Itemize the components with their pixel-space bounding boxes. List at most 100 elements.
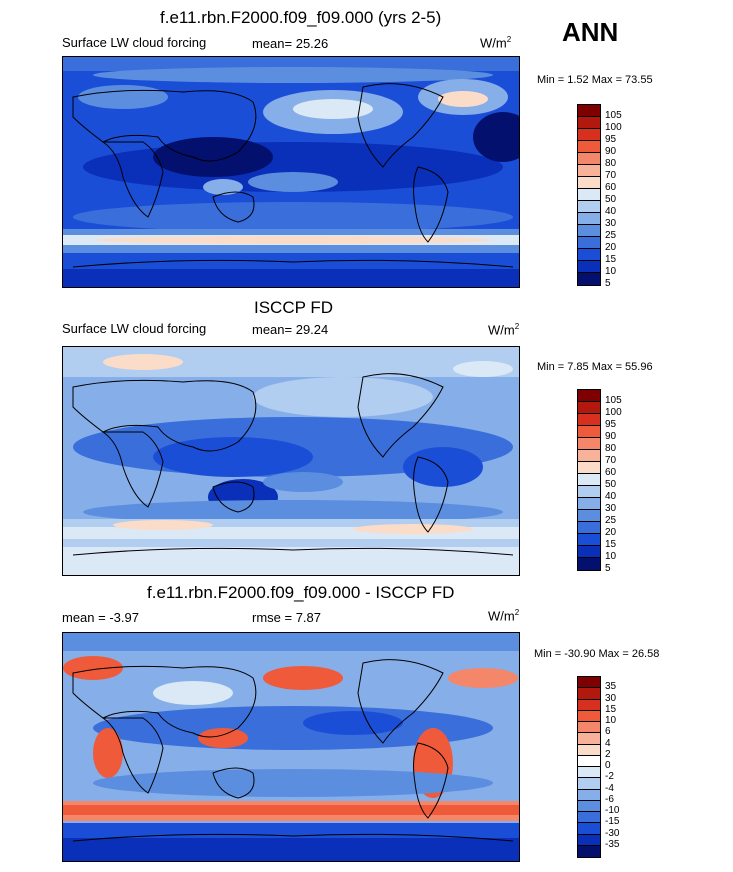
colorbar-label: 15 [605, 254, 617, 265]
colorbar-label: 90 [605, 431, 617, 442]
panel2-map [62, 346, 520, 576]
colorbar-box [578, 733, 600, 745]
colorbar-label: -10 [605, 805, 620, 816]
colorbar-box [578, 201, 600, 213]
colorbar-box [578, 534, 600, 546]
colorbar-label: 60 [605, 467, 617, 478]
panel1-map [62, 56, 520, 288]
panel3-min-max: Min = -30.90 Max = 26.58 [534, 648, 660, 660]
colorbar-label: 100 [605, 407, 622, 418]
colorbar-box [578, 778, 600, 790]
colorbar-box [578, 189, 600, 201]
colorbar-box [578, 462, 600, 474]
colorbar-box [578, 273, 600, 285]
colorbar-box [578, 414, 600, 426]
colorbar-box [578, 426, 600, 438]
colorbar-box [578, 117, 600, 129]
panel1-mean: mean= 25.26 [252, 36, 329, 51]
panel1-colorbar [577, 104, 601, 286]
colorbar-box [578, 225, 600, 237]
colorbar-label: 10 [605, 266, 617, 277]
colorbar-box [578, 261, 600, 273]
colorbar-label: 10 [605, 551, 617, 562]
colorbar-box [578, 845, 600, 857]
panel3-units: W/m2 [488, 608, 520, 624]
colorbar-box [578, 165, 600, 177]
panel3-colorbar-labels: 35 30 15 10 6 4 2 0 -2 -4 -6 -10 -15 -30 -35 [605, 676, 645, 856]
colorbar-label: 0 [605, 760, 611, 771]
colorbar-label: 95 [605, 419, 617, 430]
colorbar-label: 2 [605, 748, 611, 760]
panel2-colorbar-labels: 105 100 95 90 80 70 60 50 40 30 25 20 15 10 5 [605, 389, 645, 574]
panel2-units: W/m2 [488, 322, 520, 338]
colorbar-label: 105 [605, 110, 622, 121]
colorbar-box [578, 105, 600, 117]
colorbar-box [578, 450, 600, 462]
panel1-colorbar-labels: 105 100 95 90 80 70 60 50 40 30 25 20 15 10 5 [605, 104, 645, 289]
colorbar-box [578, 522, 600, 534]
colorbar-box [578, 213, 600, 225]
colorbar-label: 95 [605, 134, 617, 145]
colorbar-box [578, 474, 600, 486]
colorbar-label: 20 [605, 527, 617, 538]
panel2-title: ISCCP FD [254, 298, 334, 317]
colorbar-label: -15 [605, 816, 620, 828]
colorbar-label: 70 [605, 170, 617, 181]
colorbar-box [578, 402, 600, 414]
colorbar-box [578, 823, 600, 835]
panel2-field-label: Surface LW cloud forcing [62, 321, 207, 336]
colorbar-label: 4 [605, 737, 611, 749]
colorbar-box [578, 744, 600, 756]
colorbar-box [578, 722, 600, 734]
colorbar-label: 35 [605, 681, 617, 693]
colorbar-box [578, 558, 600, 570]
colorbar-box [578, 486, 600, 498]
colorbar-box [578, 688, 600, 700]
colorbar-box [578, 677, 600, 689]
colorbar-label: 10 [605, 715, 617, 726]
colorbar-label: 40 [605, 491, 617, 502]
colorbar-label: 25 [605, 515, 617, 526]
colorbar-label: -35 [605, 838, 620, 850]
colorbar-box [578, 812, 600, 824]
panel1-units: W/m2 [480, 35, 512, 51]
panel2-mean: mean= 29.24 [252, 322, 329, 337]
colorbar-label: 25 [605, 230, 617, 241]
colorbar-label: 100 [605, 122, 622, 133]
colorbar-label: 105 [605, 395, 622, 406]
colorbar-box [578, 129, 600, 141]
colorbar-label: 5 [605, 278, 611, 289]
colorbar-box [578, 498, 600, 510]
panel3-mean: mean = -3.97 [62, 610, 139, 625]
colorbar-label: -4 [605, 782, 614, 794]
colorbar-label: -6 [605, 793, 614, 805]
colorbar-label: 70 [605, 455, 617, 466]
colorbar-box [578, 438, 600, 450]
panel1-title: f.e11.rbn.F2000.f09_f09.000 (yrs 2-5) [160, 8, 442, 27]
colorbar-box [578, 834, 600, 846]
panel3-map [62, 632, 520, 862]
colorbar-box [578, 390, 600, 402]
colorbar-box [578, 177, 600, 189]
panel1-field-label: Surface LW cloud forcing [62, 35, 207, 50]
season-label: ANN [562, 17, 619, 47]
colorbar-label: 50 [605, 194, 617, 205]
colorbar-box [578, 546, 600, 558]
colorbar-label: 50 [605, 479, 617, 490]
colorbar-box [578, 237, 600, 249]
colorbar-box [578, 510, 600, 522]
colorbar-label: 30 [605, 503, 617, 514]
colorbar-label: 30 [605, 218, 617, 229]
colorbar-box [578, 141, 600, 153]
colorbar-box [578, 153, 600, 165]
panel1-min-max: Min = 1.52 Max = 73.55 [537, 74, 653, 86]
colorbar-box [578, 789, 600, 801]
colorbar-label: 30 [605, 692, 617, 704]
colorbar-box [578, 249, 600, 261]
colorbar-label: 80 [605, 158, 617, 169]
colorbar-label: 20 [605, 242, 617, 253]
colorbar-box [578, 755, 600, 767]
colorbar-label: 5 [605, 563, 611, 574]
panel2-min-max: Min = 7.85 Max = 55.96 [537, 361, 653, 373]
panel3-colorbar [577, 676, 601, 858]
